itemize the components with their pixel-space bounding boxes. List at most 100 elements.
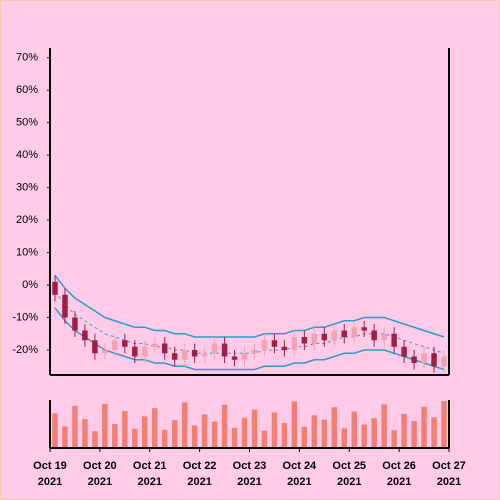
candle-body	[341, 330, 348, 338]
volume-bar	[112, 424, 118, 448]
volume-bar	[391, 430, 397, 448]
volume-bar	[171, 420, 178, 448]
x-tick-label: Oct 26	[382, 460, 416, 472]
candle-body	[391, 333, 397, 347]
candle-body	[221, 343, 228, 357]
volume-bar	[52, 413, 58, 448]
volume-bar	[351, 411, 357, 448]
y-tick-label: 70%	[16, 52, 38, 64]
candle-body	[241, 353, 248, 360]
volume-bar	[401, 413, 407, 448]
volume-bar	[261, 430, 268, 448]
x-tick-label: Oct 23	[233, 460, 267, 472]
volume-bar	[441, 400, 447, 448]
candle-body	[281, 346, 288, 350]
volume-bar	[142, 416, 148, 448]
y-tick-label: 60%	[16, 84, 38, 96]
volume-bar	[411, 421, 417, 448]
candle-body	[421, 353, 427, 363]
volume-bar	[301, 426, 308, 448]
candle-body	[431, 353, 437, 367]
volume-bar	[291, 401, 298, 448]
volume-bar	[191, 425, 198, 448]
candle-body	[132, 346, 138, 357]
y-tick-label: 10%	[16, 246, 38, 258]
volume-bar	[221, 404, 228, 448]
candle-body	[301, 337, 308, 344]
y-tick-label: -10%	[12, 311, 38, 323]
candle-body	[161, 343, 168, 354]
x-tick-label: Oct 20	[83, 460, 117, 472]
volume-bar	[421, 406, 427, 448]
volume-bar	[431, 417, 437, 448]
candle-body	[331, 330, 338, 341]
candle-body	[411, 356, 417, 363]
volume-bar	[211, 421, 218, 448]
candle-body	[72, 317, 78, 331]
volume-bar	[321, 419, 328, 448]
x-tick-label: Oct 25	[332, 460, 366, 472]
candle-body	[231, 356, 238, 360]
volume-bar	[311, 415, 318, 448]
y-tick-label: 50%	[16, 117, 38, 129]
volume-bar	[122, 411, 128, 448]
volume-bar	[251, 409, 258, 448]
candle-body	[122, 340, 128, 347]
band-upper	[54, 274, 445, 338]
candle-body	[142, 346, 148, 357]
volume-bar	[62, 426, 68, 448]
band-lower	[54, 307, 445, 371]
candle-body	[261, 340, 268, 350]
volume-bar	[381, 404, 387, 448]
candle-body	[441, 356, 447, 367]
x-tick-sublabel: 2021	[88, 476, 112, 488]
x-tick-sublabel: 2021	[287, 476, 311, 488]
volume-bar	[361, 424, 367, 448]
volume-bar	[371, 418, 377, 448]
x-tick-label: Oct 21	[133, 460, 167, 472]
volume-bar	[82, 419, 88, 448]
volume-bar	[231, 427, 238, 448]
volume-bar	[281, 423, 288, 448]
volume-bar	[331, 407, 338, 448]
candle-body	[371, 330, 377, 341]
candle-body	[381, 333, 387, 341]
candle-body	[211, 343, 218, 354]
y-tick-label: 40%	[16, 149, 38, 161]
y-tick-label: 20%	[16, 214, 38, 226]
x-tick-label: Oct 27	[432, 460, 466, 472]
candle-body	[171, 353, 178, 360]
candle-body	[102, 349, 108, 354]
candle-body	[151, 343, 158, 347]
y-tick-label: 0%	[22, 279, 38, 291]
candle-body	[52, 281, 58, 295]
volume-bar	[241, 417, 248, 448]
candle-body	[291, 337, 298, 350]
candle-body	[112, 340, 118, 350]
volume-bar	[151, 408, 158, 448]
candle-body	[251, 349, 258, 354]
candle-body	[191, 349, 198, 357]
candle-body	[271, 340, 278, 347]
candle-body	[351, 327, 357, 338]
x-tick-label: Oct 22	[183, 460, 217, 472]
candle-body	[401, 346, 407, 357]
y-tick-label: 30%	[16, 182, 38, 194]
x-tick-sublabel: 2021	[38, 476, 62, 488]
candle-body	[361, 327, 367, 331]
x-tick-sublabel: 2021	[337, 476, 361, 488]
candle-body	[62, 294, 68, 318]
candle-body	[311, 333, 318, 344]
volume-bar	[92, 431, 98, 448]
x-tick-sublabel: 2021	[387, 476, 411, 488]
volume-bar	[181, 402, 188, 448]
candle-body	[321, 333, 328, 341]
y-tick-label: -20%	[12, 344, 38, 356]
candle-body	[181, 349, 188, 360]
volume-bar	[341, 428, 348, 448]
candle-body	[92, 340, 98, 354]
volume-bar	[102, 403, 108, 448]
volume-bar	[271, 412, 278, 448]
